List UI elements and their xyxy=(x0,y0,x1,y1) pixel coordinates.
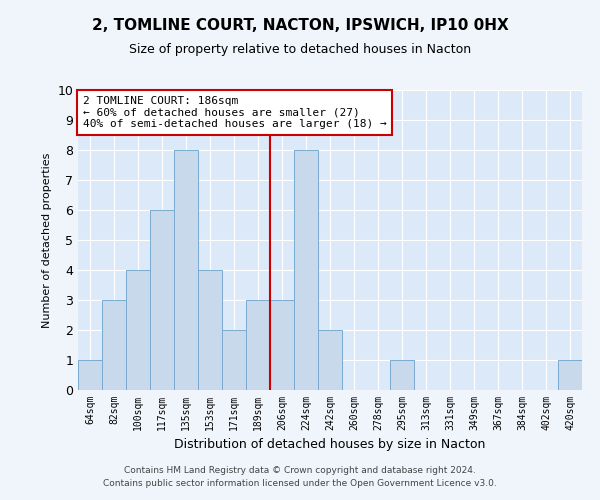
Bar xyxy=(126,270,150,390)
Bar xyxy=(222,330,246,390)
Text: 2, TOMLINE COURT, NACTON, IPSWICH, IP10 0HX: 2, TOMLINE COURT, NACTON, IPSWICH, IP10 … xyxy=(92,18,508,32)
Bar xyxy=(174,150,198,390)
Bar xyxy=(246,300,270,390)
Bar xyxy=(294,150,318,390)
Text: 2 TOMLINE COURT: 186sqm
← 60% of detached houses are smaller (27)
40% of semi-de: 2 TOMLINE COURT: 186sqm ← 60% of detache… xyxy=(83,96,387,129)
Bar xyxy=(558,360,582,390)
Bar xyxy=(78,360,102,390)
Bar xyxy=(270,300,294,390)
Bar xyxy=(198,270,222,390)
Y-axis label: Number of detached properties: Number of detached properties xyxy=(42,152,52,328)
Text: Size of property relative to detached houses in Nacton: Size of property relative to detached ho… xyxy=(129,42,471,56)
Text: Contains HM Land Registry data © Crown copyright and database right 2024.
Contai: Contains HM Land Registry data © Crown c… xyxy=(103,466,497,487)
Bar xyxy=(150,210,174,390)
X-axis label: Distribution of detached houses by size in Nacton: Distribution of detached houses by size … xyxy=(175,438,485,452)
Bar xyxy=(102,300,126,390)
Bar xyxy=(318,330,342,390)
Bar xyxy=(390,360,414,390)
